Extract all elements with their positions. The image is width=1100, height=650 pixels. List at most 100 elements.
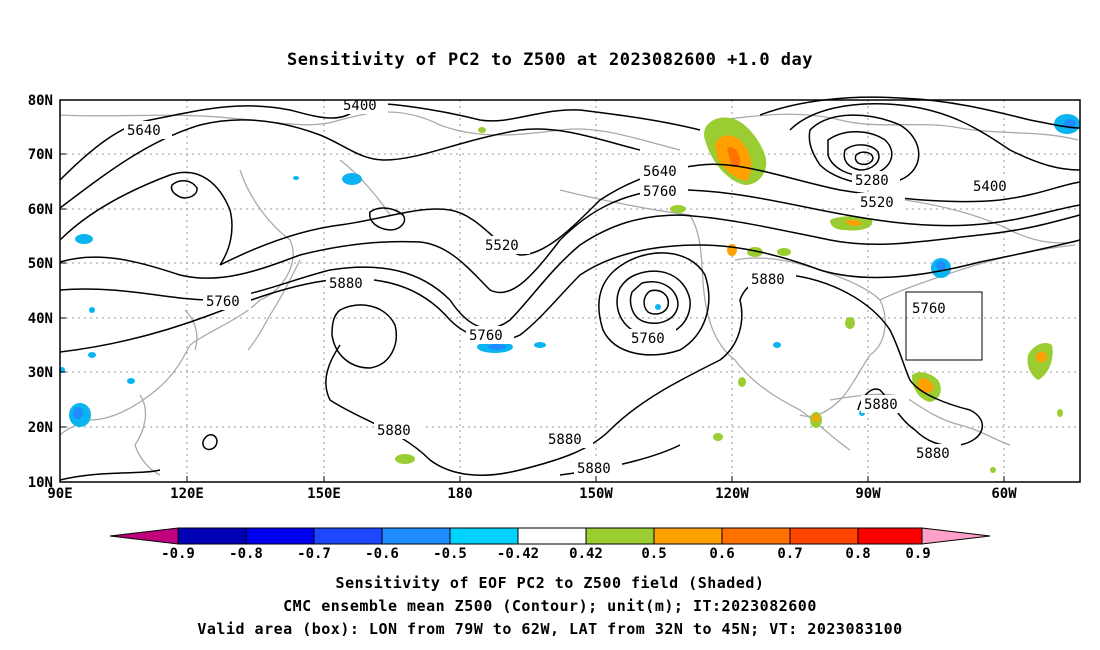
negative-patch xyxy=(75,234,93,244)
lat-tick-label: 30N xyxy=(28,365,53,381)
contour-label: 5880 xyxy=(751,272,785,288)
positive-patch xyxy=(670,205,686,213)
contour-label: 5760 xyxy=(912,301,946,317)
positive-patch xyxy=(738,377,746,387)
negative-patch xyxy=(73,407,83,419)
positive-patch xyxy=(713,433,723,441)
lon-tick-label: 90W xyxy=(855,486,881,502)
colorbar-bin xyxy=(653,527,723,545)
contour-label: 5880 xyxy=(577,461,611,477)
negative-patch xyxy=(293,176,299,180)
contour-label: 5880 xyxy=(548,432,582,448)
negative-patch xyxy=(342,173,362,185)
lon-tick-label: 120E xyxy=(170,486,204,502)
contour-label: 5640 xyxy=(643,164,677,180)
contour-label: 5520 xyxy=(860,195,894,211)
tick-marks xyxy=(59,99,1005,483)
colorbar-bin xyxy=(517,527,587,545)
caption-contour: CMC ensemble mean Z500 (Contour); unit(m… xyxy=(283,597,817,615)
colorbar-bin xyxy=(721,527,791,545)
valid-area-box xyxy=(905,291,983,361)
negative-patch xyxy=(127,378,135,384)
lat-tick-label: 20N xyxy=(28,420,53,436)
positive-patch xyxy=(395,454,415,464)
lon-labels: 90E 120E 150E 180 150W 120W 90W 60W xyxy=(47,486,1017,502)
caption-valid-area: Valid area (box): LON from 79W to 62W, L… xyxy=(197,620,903,638)
negative-patch xyxy=(534,342,546,348)
colorbar-label: 0.6 xyxy=(709,546,734,562)
negative-patch xyxy=(936,261,946,271)
lon-tick-label: 180 xyxy=(447,486,472,502)
positive-patch xyxy=(918,378,934,393)
lat-tick-label: 60N xyxy=(28,202,53,218)
negative-patch xyxy=(488,344,506,350)
map-title: Sensitivity of PC2 to Z500 at 2023082600… xyxy=(286,50,813,70)
positive-patch xyxy=(845,220,862,226)
colorbar-label: 0.5 xyxy=(641,546,666,562)
contour-label: 5760 xyxy=(206,294,240,310)
lat-labels: 80N 70N 60N 50N 40N 30N 20N 10N xyxy=(28,93,53,491)
colorbar-bin xyxy=(449,527,519,545)
contour-label: 5400 xyxy=(973,179,1007,195)
colorbar-upper-arrow xyxy=(921,527,991,545)
lon-tick-label: 150W xyxy=(579,486,613,502)
colorbar-bin xyxy=(857,527,923,545)
colorbar-bin xyxy=(381,527,451,545)
positive-patch xyxy=(727,244,737,256)
colorbar-bin xyxy=(585,527,655,545)
lat-tick-label: 40N xyxy=(28,311,53,327)
contour-label: 5880 xyxy=(329,276,363,292)
positive-patch xyxy=(727,147,741,167)
colorbar-bin xyxy=(177,527,247,545)
colorbar-label: 0.42 xyxy=(569,546,603,562)
positive-patch xyxy=(1036,351,1047,363)
lon-tick-label: 120W xyxy=(715,486,749,502)
colorbar-label: -0.9 xyxy=(161,546,195,562)
lat-tick-label: 50N xyxy=(28,256,53,272)
contour-label: 5280 xyxy=(855,173,889,189)
contour-label: 5760 xyxy=(643,184,677,200)
colorbar-label: -0.6 xyxy=(365,546,399,562)
positive-patch xyxy=(478,127,486,133)
lat-tick-label: 10N xyxy=(28,475,53,491)
lat-tick-label: 70N xyxy=(28,147,53,163)
map-border xyxy=(59,99,1081,483)
lon-tick-label: 90E xyxy=(47,486,72,502)
colorbar-label: -0.42 xyxy=(497,546,539,562)
contour-label: 5880 xyxy=(377,423,411,439)
lat-tick-label: 80N xyxy=(28,93,53,109)
contour-label: 5760 xyxy=(631,331,665,347)
positive-patch xyxy=(813,414,819,422)
colorbar-bin xyxy=(245,527,315,545)
lon-tick-label: 150E xyxy=(307,486,341,502)
negative-patch xyxy=(655,304,661,310)
colorbar-labels: -0.9 -0.8 -0.7 -0.6 -0.5 -0.42 0.42 0.5 … xyxy=(161,546,931,562)
positive-patch xyxy=(845,317,855,329)
colorbar xyxy=(109,527,991,545)
colorbar-label: 0.9 xyxy=(905,546,930,562)
contour-label: 5400 xyxy=(343,98,377,114)
contour-label-group: 5400 5640 5640 5760 5520 5280 5520 5400 … xyxy=(124,96,1018,477)
colorbar-label: -0.8 xyxy=(229,546,263,562)
positive-patch xyxy=(990,467,996,473)
contour-label: 5880 xyxy=(864,397,898,413)
z500-contours xyxy=(59,96,1081,481)
lon-tick-label: 60W xyxy=(991,486,1017,502)
contour-label: 5760 xyxy=(469,328,503,344)
colorbar-label: -0.5 xyxy=(433,546,467,562)
colorbar-label: -0.7 xyxy=(297,546,331,562)
colorbar-lower-arrow xyxy=(109,527,179,545)
colorbar-label: 0.7 xyxy=(777,546,802,562)
map-frame xyxy=(60,100,1080,482)
colorbar-bin xyxy=(789,527,859,545)
positive-patch xyxy=(777,248,791,256)
contour-label: 5520 xyxy=(485,238,519,254)
negative-patch xyxy=(88,352,96,358)
contour-label: 5640 xyxy=(127,123,161,139)
negative-patch xyxy=(89,307,95,313)
caption-shading: Sensitivity of EOF PC2 to Z500 field (Sh… xyxy=(335,574,765,592)
contour-label: 5880 xyxy=(916,446,950,462)
colorbar-label: 0.8 xyxy=(845,546,870,562)
negative-patch xyxy=(773,342,781,348)
